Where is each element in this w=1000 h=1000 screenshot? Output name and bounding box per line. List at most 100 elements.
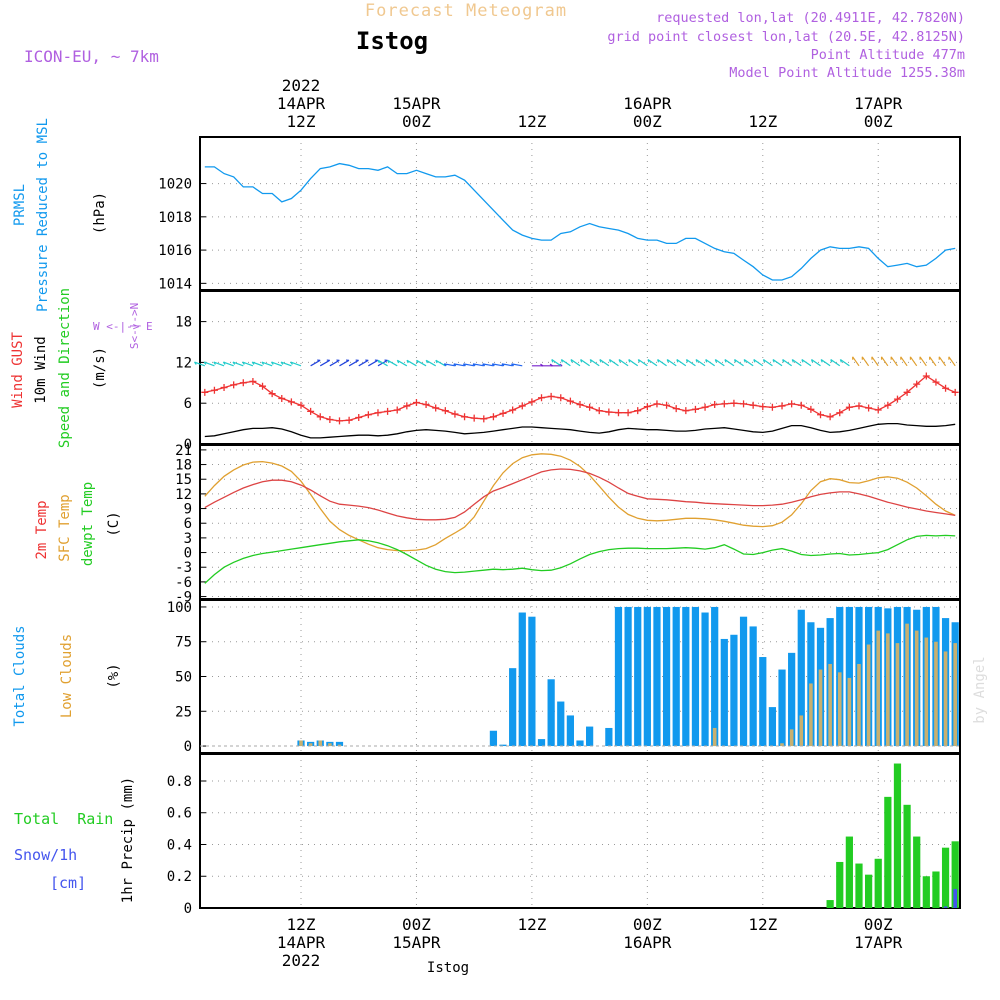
temp-unit-label: (C)	[106, 511, 122, 536]
gust-marker	[412, 399, 420, 407]
snow-unit-label: [cm]	[50, 874, 86, 892]
low-cloud-bar	[886, 633, 890, 747]
wind-direction-arrow	[531, 363, 544, 367]
total-cloud-bar	[759, 657, 767, 747]
gust-marker	[364, 411, 372, 419]
y-tick-label: 18	[175, 315, 192, 331]
y-tick-label: 0	[184, 437, 192, 453]
gust-marker	[884, 401, 892, 409]
wind-direction-arrow	[657, 358, 667, 367]
wind-direction-arrow	[830, 358, 841, 367]
bottom-time-label: 12Z	[748, 915, 777, 934]
gust-label: Wind GUST	[10, 332, 26, 408]
rain-bar	[826, 900, 834, 908]
top-time-label: 12Z	[748, 112, 777, 131]
total-cloud-bar	[576, 740, 584, 747]
gust-marker	[528, 398, 536, 406]
total-cloud-bar	[547, 679, 555, 747]
total-cloud-bar	[528, 616, 536, 747]
gust-marker	[672, 405, 680, 413]
y-tick-label: 25	[175, 704, 192, 720]
wind-direction-arrow	[810, 358, 821, 367]
gust-marker	[403, 402, 411, 410]
total-cloud-bar	[537, 739, 546, 747]
bottom-time-label: 12Z	[517, 915, 546, 934]
gust-marker	[778, 402, 786, 410]
gust-marker	[951, 388, 959, 396]
wind-direction-arrow	[938, 356, 947, 367]
low-cloud-bar	[876, 630, 881, 747]
gust-marker	[614, 409, 622, 417]
y-tick-label: 0	[184, 546, 192, 562]
low-cloud-bar	[712, 727, 717, 747]
wind-direction-arrow	[290, 361, 302, 367]
bottom-time-label: 17APR	[854, 933, 903, 952]
low-cloud-bar	[308, 743, 313, 747]
wind-direction-arrow	[368, 359, 379, 367]
gust-marker	[220, 384, 228, 392]
y-tick-label: 21	[175, 443, 192, 459]
total-cloud-bar	[518, 612, 526, 747]
low-cloud-bar	[857, 663, 861, 747]
gust-marker	[691, 405, 699, 413]
gust-marker	[595, 407, 603, 415]
gust-marker	[384, 407, 392, 415]
credit-watermark: by Angel	[972, 656, 988, 723]
y-tick-label: 0.8	[167, 774, 192, 790]
gust-marker	[817, 411, 825, 419]
top-time-label: 2022	[282, 76, 321, 95]
wind-direction-arrow	[900, 356, 908, 367]
low-cloud-bar	[914, 630, 919, 747]
wind-direction-arrow	[358, 359, 369, 367]
gust-marker	[759, 403, 767, 411]
gust-marker	[826, 413, 834, 421]
gust-marker	[355, 413, 363, 421]
low-cloud-bar	[780, 743, 784, 747]
clouds-unit-label: (%)	[106, 663, 122, 688]
wind-direction-arrow	[733, 358, 744, 367]
wind-direction-arrow	[714, 358, 725, 367]
gust-marker	[249, 377, 257, 385]
wind-direction-arrow	[762, 358, 773, 367]
y-tick-label: 0.6	[167, 806, 192, 822]
y-tick-label: 6	[184, 396, 192, 412]
total-cloud-bar	[788, 652, 796, 747]
gust-marker	[845, 403, 853, 411]
total-cloud-bar	[711, 606, 719, 747]
low-cloud-bar	[789, 729, 794, 747]
rain-bar	[932, 871, 940, 908]
y-tick-label: 1016	[158, 243, 192, 259]
wind-direction-arrow	[705, 358, 716, 367]
wind-direction-arrow	[580, 358, 590, 367]
bottom-time-label: 15APR	[392, 933, 441, 952]
gust-marker	[643, 403, 651, 411]
prmsl-label: PRMSL	[12, 184, 28, 226]
bottom-time-label: 00Z	[633, 915, 662, 934]
rain-bar	[855, 863, 863, 908]
wind-direction-arrow	[491, 363, 504, 367]
model-altitude: Model Point Altitude 1255.38m	[729, 65, 965, 81]
clouds-panel: 0 25 50 75 100	[167, 599, 961, 755]
gust-marker	[326, 416, 334, 424]
gust-marker	[422, 401, 430, 409]
wind-direction-arrow	[348, 359, 359, 367]
total-cloud-bar	[605, 727, 613, 747]
wind-direction-arrow	[618, 358, 629, 367]
low-clouds-label: Low Clouds	[59, 634, 75, 718]
gust-marker	[335, 417, 343, 425]
y-tick-label: 50	[175, 670, 192, 686]
wind-direction-arrow	[743, 358, 754, 367]
total-cloud-bar	[778, 669, 786, 747]
y-tick-label: 9	[184, 502, 192, 518]
pressure-panel: 1014 1016 1018 1020	[158, 136, 961, 292]
pressure-line	[204, 162, 956, 281]
low-cloud-bar	[943, 651, 948, 747]
total-cloud-bar	[672, 606, 680, 747]
gust-marker	[711, 401, 719, 409]
bottom-time-label: 16APR	[623, 933, 672, 952]
wind-direction-arrow	[753, 358, 764, 367]
wind-direction-arrow	[839, 358, 850, 367]
wind-speed-line	[204, 422, 956, 439]
rain-bar	[845, 836, 853, 908]
bottom-time-label: 12Z	[287, 915, 316, 934]
